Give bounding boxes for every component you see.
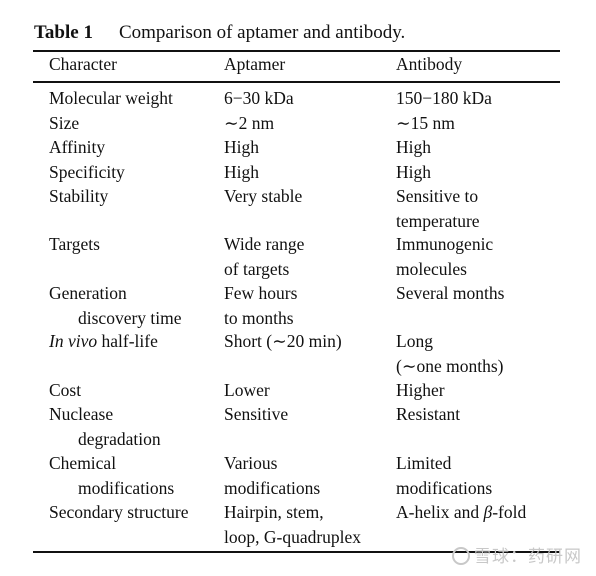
cell-antibody: High [396,161,431,182]
cell-aptamer: Hairpin, stem, loop, G-quadruplex [224,502,362,547]
cell-antibody: ∼15 nm [396,112,455,133]
cell-aptamer: Various modifications [224,453,321,498]
snowball-logo-icon [452,547,470,565]
cell-antibody: Higher [396,380,445,400]
cell-antibody: Immunogenic molecules [396,234,494,279]
cell-character: Chemical modifications [49,453,175,498]
cell-aptamer: Few hours to months [224,283,298,328]
header-aptamer: Aptamer [224,54,286,74]
cell-character: Secondary structure [49,502,189,522]
cell-aptamer: Sensitive [224,404,289,424]
cell-aptamer: High [224,137,259,157]
cell-antibody: A-helix and β-fold [396,502,527,522]
watermark: 雪球：药研网 [452,542,582,567]
cell-antibody: Several months [396,283,505,303]
cell-aptamer: High [224,161,259,182]
cell-aptamer: Very stable [224,186,303,206]
cell-character: Targets [49,234,100,254]
cell-antibody: Limited modifications [396,453,493,498]
cell-character: Cost [49,380,82,400]
cell-aptamer: Short (∼20 min) [224,331,342,351]
table-caption: Table 1 Comparison of aptamer and antibod… [34,22,405,44]
cell-antibody: Resistant [396,404,461,424]
table-label: Table 1 [34,22,93,43]
cell-aptamer: Wide range of targets [224,234,305,279]
cell-character: Size [49,112,80,133]
cell-character: Specificity [49,161,125,182]
cell-antibody: High [396,137,431,157]
table-title: Comparison of aptamer and antibody. [118,22,406,43]
header-antibody: Antibody [396,54,463,74]
bottom-rule [33,551,560,553]
cell-character: Generation discovery time [49,283,182,328]
cell-aptamer: 6−30 kDa [224,88,294,108]
cell-antibody: Long (∼one months) [396,331,504,376]
cell-character: Affinity [49,137,106,157]
cell-character: In vivo half-life [49,331,158,351]
header-character: Character [49,54,118,74]
cell-character: Stability [49,186,109,206]
cell-aptamer: ∼2 nm [224,112,275,133]
cell-antibody: 150−180 kDa [396,88,492,108]
cell-character: Molecular weight [49,88,173,108]
cell-antibody: Sensitive to temperature [396,186,480,231]
cell-aptamer: Lower [224,380,270,400]
header-rule [33,81,560,83]
top-rule [33,50,560,52]
cell-character: Nuclease degradation [49,404,161,449]
